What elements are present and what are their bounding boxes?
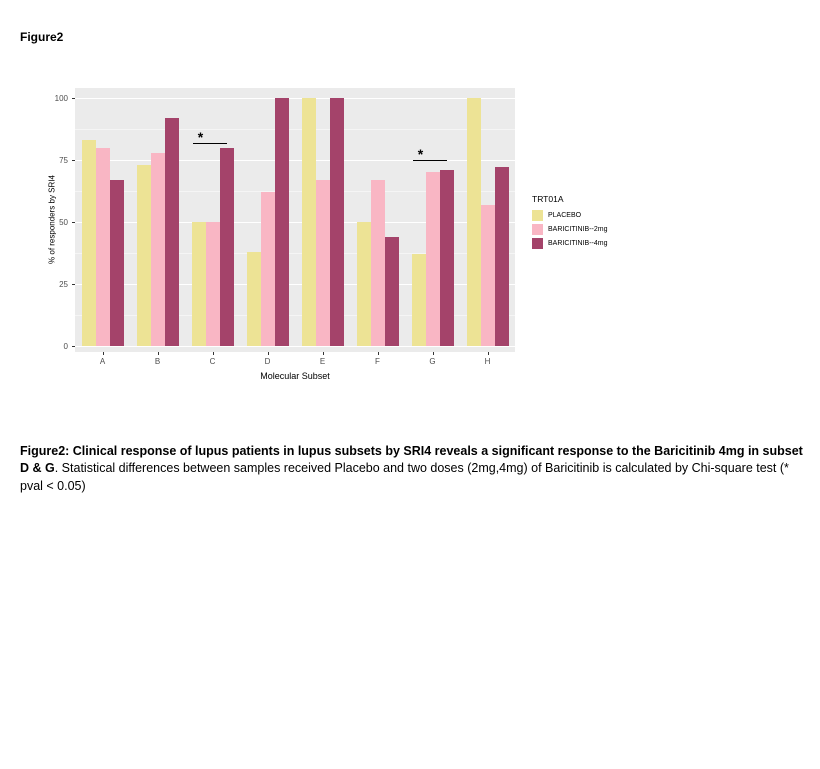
x-tick-label: F — [375, 357, 380, 366]
bar-BARICITINIB--2mg-H — [480, 204, 495, 346]
legend-entry: BARICITINIB--4mg — [532, 238, 642, 249]
gridline-minor — [75, 191, 515, 192]
bar-BARICITINIB--2mg-G — [425, 172, 440, 346]
bar-BARICITINIB--4mg-F — [384, 236, 399, 346]
bar-BARICITINIB--4mg-E — [329, 98, 344, 346]
legend-color-swatch — [532, 238, 543, 249]
bar-PLACEBO-G — [411, 254, 426, 346]
significance-asterisk: * — [197, 128, 204, 145]
x-axis-tick — [432, 352, 434, 355]
y-axis-tick — [72, 346, 75, 347]
y-tick-label: 75 — [59, 155, 68, 165]
bar-BARICITINIB--2mg-D — [260, 192, 275, 346]
x-axis-tick — [487, 352, 489, 355]
y-axis-tick — [72, 98, 75, 99]
significance-line — [412, 160, 447, 162]
y-axis-tick — [72, 222, 75, 223]
gridline-major — [75, 160, 515, 161]
gridline-major — [75, 222, 515, 223]
legend-title: TRT01A — [532, 194, 564, 204]
legend-color-swatch — [532, 224, 543, 235]
x-tick-label: A — [99, 357, 106, 366]
bar-PLACEBO-H — [466, 98, 481, 346]
bar-BARICITINIB--2mg-F — [370, 179, 385, 346]
x-axis-tick — [157, 352, 159, 355]
significance-line — [192, 142, 227, 145]
bar-BARICITINIB--2mg-E — [315, 179, 330, 346]
legend-entry: PLACEBO — [532, 210, 642, 221]
figure-label: Figure2 — [20, 30, 64, 44]
x-tick-label: B — [154, 357, 161, 366]
x-axis-title: Molecular Subset — [260, 371, 330, 381]
bar-BARICITINIB--2mg-A — [95, 147, 110, 346]
gridline-minor — [75, 315, 515, 316]
x-axis-tick — [212, 352, 214, 355]
legend-entry: BARICITINIB--2mg — [532, 224, 642, 235]
bar-PLACEBO-D — [246, 251, 261, 346]
x-tick-label: G — [429, 357, 436, 366]
legend-entry-label: PLACEBO — [548, 212, 582, 219]
bar-PLACEBO-E — [301, 98, 316, 346]
legend: TRT01A PLACEBO BARICITINIB--2mg BARICITINI… — [532, 194, 642, 252]
bar-BARICITINIB--4mg-G — [439, 169, 454, 346]
gridline-major — [75, 98, 515, 99]
bar-BARICITINIB--4mg-D — [274, 98, 289, 346]
y-tick-label: 25 — [59, 279, 68, 289]
significance-asterisk: * — [417, 146, 424, 162]
figure-caption: Figure2: Clinical response of lupus pati… — [20, 443, 804, 496]
legend-entry-label: BARICITINIB--4mg — [548, 240, 608, 247]
x-axis-tick — [377, 352, 379, 355]
legend-entry-label: BARICITINIB--2mg — [548, 226, 608, 233]
x-tick-label: D — [264, 357, 271, 366]
legend-entries: PLACEBO BARICITINIB--2mg BARICITINIB--4mg — [532, 210, 642, 249]
bar-BARICITINIB--2mg-C — [205, 222, 220, 346]
bar-BARICITINIB--4mg-A — [109, 179, 124, 346]
gridline-major — [75, 284, 515, 285]
gridline-minor — [75, 129, 515, 130]
bar-BARICITINIB--4mg-C — [219, 147, 234, 346]
caption-regular-text: . Statistical differences between sample… — [20, 461, 789, 493]
bar-BARICITINIB--4mg-B — [164, 117, 179, 346]
caption-bold-text: Figure2: Clinical response of lupus pati… — [20, 443, 803, 476]
y-tick-label: 0 — [63, 341, 68, 351]
x-axis-tick — [267, 352, 269, 355]
gridline-minor — [75, 253, 515, 254]
plot-panel: * * — [75, 88, 515, 352]
bar-PLACEBO-A — [81, 140, 96, 346]
y-axis-tick — [72, 284, 75, 285]
y-tick-label: 50 — [59, 217, 68, 227]
gridline-major — [75, 346, 515, 347]
x-tick-label: C — [209, 357, 216, 366]
chart: % of responders by SRI4 * * Molecular Sub… — [40, 88, 640, 388]
x-axis-tick — [322, 352, 324, 355]
y-tick-label: 100 — [54, 93, 68, 103]
x-tick-label: H — [484, 357, 491, 366]
bar-BARICITINIB--2mg-B — [150, 152, 165, 346]
bar-PLACEBO-F — [356, 222, 371, 346]
x-tick-label: E — [319, 357, 326, 366]
x-axis-tick — [102, 352, 104, 355]
bar-BARICITINIB--4mg-H — [494, 167, 509, 346]
legend-color-swatch — [532, 210, 543, 221]
y-axis-tick — [72, 160, 75, 161]
bar-PLACEBO-B — [136, 164, 151, 346]
bar-PLACEBO-C — [191, 222, 206, 346]
